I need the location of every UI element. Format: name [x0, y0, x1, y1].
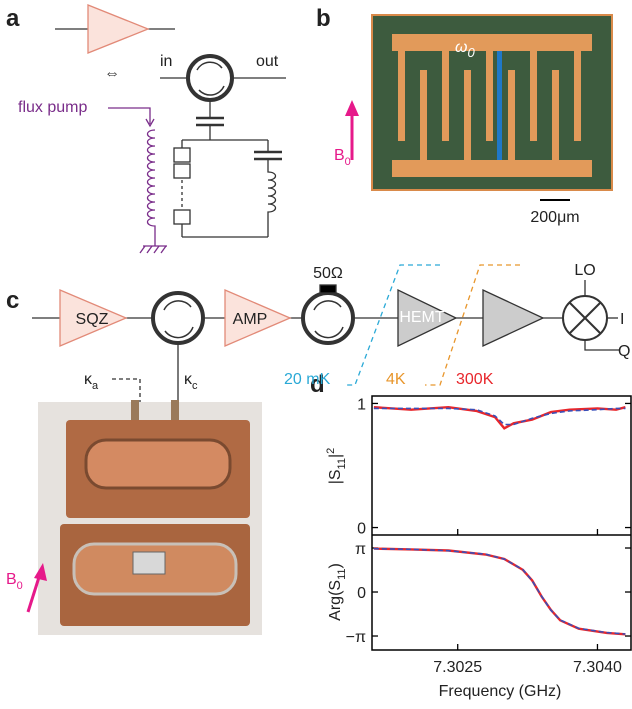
symbol: κ	[184, 371, 193, 388]
y-tick-label: 1	[357, 396, 366, 413]
cavity-photo	[26, 400, 262, 635]
kappa-a-label: κa	[84, 371, 99, 392]
symbol: B	[334, 147, 345, 164]
micrograph	[345, 14, 613, 201]
y-tick-label: 0	[357, 585, 366, 602]
in-label: in	[160, 53, 172, 70]
subscript: 0	[467, 45, 475, 60]
x-tick-label: 7.3025	[433, 659, 482, 676]
superscript: 2	[325, 448, 337, 454]
x-axis-label: Frequency (GHz)	[439, 683, 562, 700]
i-label: I	[620, 311, 624, 328]
subscript: 11	[336, 569, 348, 580]
chain-schematic	[32, 264, 620, 405]
panel-label: d	[310, 371, 325, 398]
subscript: 0	[17, 580, 23, 592]
kappa-c-label: κc	[184, 371, 198, 392]
panel-label: c	[6, 287, 19, 314]
y-tick-label: π	[355, 541, 366, 558]
load-label: 50Ω	[313, 265, 343, 282]
equivalence-symbol: ⇔	[104, 65, 120, 82]
frequency-label: ω0	[455, 39, 475, 60]
field-label: B0	[334, 147, 351, 168]
panel-label: b	[316, 5, 331, 32]
label-part: )	[327, 563, 344, 568]
subscript: 0	[345, 156, 351, 168]
q-label: Q	[618, 343, 630, 360]
y-tick-label: −π	[346, 629, 366, 646]
scale-bar-label: 200μm	[530, 209, 579, 226]
label-part: Arg(S	[327, 580, 344, 621]
label-part: |S	[327, 469, 344, 484]
data-line	[373, 547, 626, 635]
label-part: |	[327, 454, 344, 458]
panel-a-schematic	[55, 4, 286, 254]
sqz-label: SQZ	[76, 311, 109, 328]
flux-pump-label: flux pump	[18, 99, 87, 116]
data-line	[373, 405, 626, 430]
stage-label: 300K	[456, 371, 494, 388]
out-label: out	[256, 53, 279, 70]
x-tick-label: 7.3040	[573, 659, 622, 676]
amp-label: AMP	[233, 311, 268, 328]
stage-label: 20 mK	[284, 371, 331, 388]
plot-frame	[371, 395, 632, 651]
subscript: 11	[336, 458, 348, 469]
panel-label: a	[6, 5, 20, 32]
subscript: c	[192, 380, 198, 392]
y-axis-label: Arg(S11)	[327, 563, 348, 621]
symbol: B	[6, 571, 17, 588]
y-axis-label: |S11|2	[325, 448, 348, 485]
data-line	[373, 547, 626, 636]
hemt-label: HEMT	[399, 309, 445, 326]
field-label: B0	[6, 571, 23, 592]
subscript: a	[92, 380, 99, 392]
lo-label: LO	[574, 262, 595, 279]
data-line	[373, 407, 626, 426]
symbol: ω	[455, 39, 467, 56]
stage-label: 4K	[386, 371, 406, 388]
symbol: κ	[84, 371, 93, 388]
y-tick-label: 0	[357, 521, 366, 538]
